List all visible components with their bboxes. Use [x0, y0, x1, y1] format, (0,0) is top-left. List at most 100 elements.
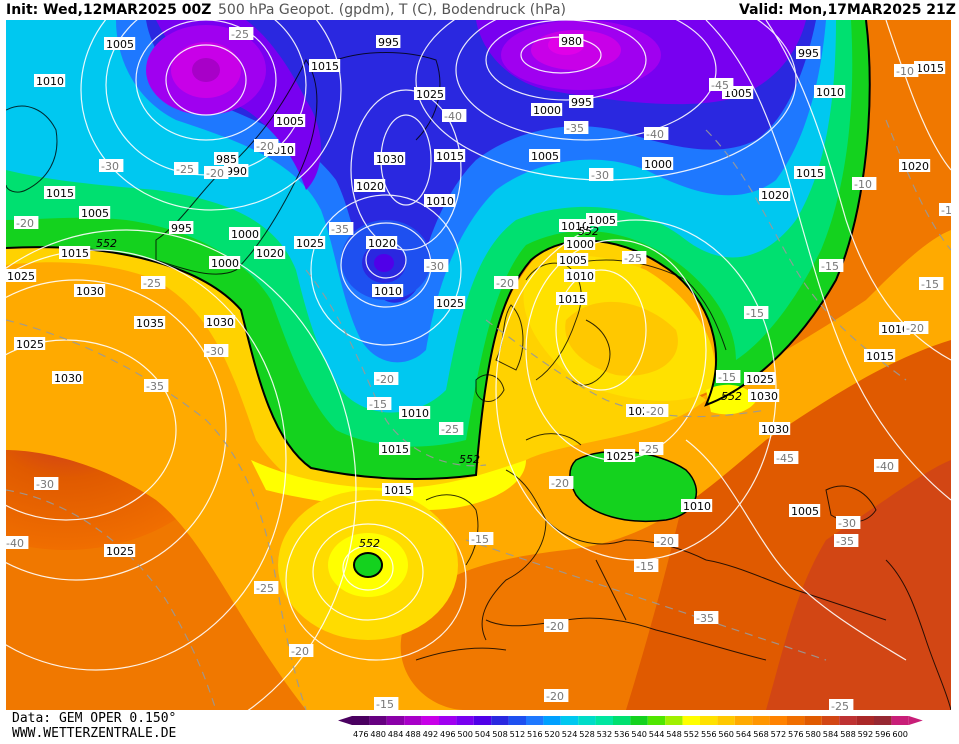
pressure-label: 1005 — [791, 505, 819, 518]
pressure-label-bg — [309, 59, 341, 72]
pressure-label-bg — [557, 253, 589, 266]
pressure-label: 1030 — [206, 316, 234, 329]
pressure-label: 1020 — [368, 237, 396, 250]
pressure-label-bg — [169, 221, 194, 234]
temperature-label-bg — [716, 370, 741, 383]
pressure-label-bg — [586, 213, 618, 226]
temperature-label: -25 — [831, 700, 849, 710]
pressure-label-bg — [294, 236, 326, 249]
pressure-label: 1010 — [374, 285, 402, 298]
legend-level-label: 512 — [510, 729, 526, 739]
temperature-label: -25 — [256, 582, 274, 595]
temperature-label-bg — [939, 203, 951, 216]
temperature-label: -15 — [941, 204, 951, 217]
temperature-label-bg — [622, 251, 647, 264]
pressure-label-bg — [204, 315, 236, 328]
website-label: WWW.WETTERZENTRALE.DE — [12, 726, 177, 741]
pressure-label-bg — [366, 236, 398, 249]
temperature-label: -20 — [16, 217, 34, 230]
temperature-label: -45 — [711, 79, 729, 92]
legend-swatch — [421, 716, 439, 725]
temperature-label: -20 — [656, 535, 674, 548]
legend-swatch — [630, 716, 648, 725]
temperature-label: -35 — [146, 380, 164, 393]
pressure-label: 995 — [798, 47, 819, 60]
temperature-label: -30 — [838, 517, 856, 530]
temperature-label: -25 — [641, 443, 659, 456]
temperature-label-bg — [874, 459, 899, 472]
pressure-label-bg — [274, 114, 306, 127]
pressure-label-bg — [354, 179, 386, 192]
temperature-label-bg — [229, 27, 254, 40]
temperature-label-bg — [34, 477, 59, 490]
temperature-label-bg — [254, 139, 279, 152]
geopotential-label: 552 — [96, 237, 117, 250]
temperature-label: -40 — [6, 537, 24, 550]
legend-swatch — [595, 716, 613, 725]
field-title: 500 hPa Geopot. (gpdm), T (C), Bodendruc… — [218, 2, 566, 18]
temperature-label: -20 — [551, 477, 569, 490]
pressure-label: 1025 — [416, 88, 444, 101]
legend-level-label: 556 — [701, 729, 717, 739]
temperature-label-bg — [544, 619, 569, 632]
temperature-label: -25 — [441, 423, 459, 436]
temperature-label: -10 — [896, 65, 914, 78]
legend-level-label: 584 — [823, 729, 839, 739]
temperature-label: -10 — [854, 178, 872, 191]
pressure-label: 1025 — [106, 545, 134, 558]
temperature-label-bg — [494, 276, 519, 289]
temperature-label: -40 — [646, 128, 664, 141]
legend-level-label: 476 — [353, 729, 369, 739]
legend-swatch — [717, 716, 735, 725]
legend-swatch — [752, 716, 770, 725]
legend-swatch — [856, 716, 874, 725]
pressure-label: 1010 — [561, 220, 589, 233]
isotherms — [6, 119, 951, 710]
geopotential-label: 552 — [721, 390, 742, 403]
geopotential-label: 552 — [459, 453, 480, 466]
temperature-label-bg — [919, 277, 944, 290]
legend-level-label: 588 — [840, 729, 856, 739]
legend-level-label: 580 — [805, 729, 821, 739]
pressure-label: 1005 — [559, 254, 587, 267]
temperature-label-bg — [634, 559, 659, 572]
pressure-label-bg — [748, 389, 780, 402]
pressure-label-bg — [59, 246, 91, 259]
pressure-label-bg — [789, 504, 821, 517]
temperature-label: -40 — [876, 460, 894, 473]
pressure-label-bg — [104, 544, 136, 557]
legend-swatch — [874, 716, 892, 725]
pressure-label-bg — [44, 186, 76, 199]
pressure-label-bg — [796, 46, 821, 59]
temperature-label-bg — [639, 442, 664, 455]
pressure-label: 1020 — [356, 180, 384, 193]
legend-level-label: 552 — [684, 729, 700, 739]
temperature-label: -20 — [291, 645, 309, 658]
pressure-label: 1005 — [81, 207, 109, 220]
pressure-label-bg — [559, 219, 591, 232]
pressure-label: 1030 — [376, 153, 404, 166]
legend-swatch — [787, 716, 805, 725]
temperature-label-bg — [439, 422, 464, 435]
geopotential-labels: 552 552 552 552 552 — [96, 225, 742, 550]
legend-level-label: 544 — [649, 729, 665, 739]
pressure-label: 1015 — [796, 167, 824, 180]
pressure-label-bg — [424, 194, 456, 207]
pressure-label-bg — [14, 337, 46, 350]
pressure-label: 1025 — [436, 297, 464, 310]
pressure-label-bg — [899, 159, 931, 172]
pressure-label-bg — [794, 166, 826, 179]
legend-arrow-low — [338, 716, 352, 725]
temperature-label-bg — [644, 404, 669, 417]
pressure-label-bg — [434, 296, 466, 309]
pressure-label-bg — [604, 449, 636, 462]
pressure-labels: 1005101010151005995985990101510101025103… — [6, 34, 946, 558]
legend-level-label: 592 — [858, 729, 874, 739]
pressure-label: 1000 — [566, 238, 594, 251]
pressure-label-bg — [564, 269, 596, 282]
temperature-label: -15 — [471, 533, 489, 546]
pressure-label: 1015 — [866, 350, 894, 363]
pressure-label-bg — [254, 246, 286, 259]
temperature-label-bg — [709, 78, 734, 91]
pressure-label: 1025 — [296, 237, 324, 250]
